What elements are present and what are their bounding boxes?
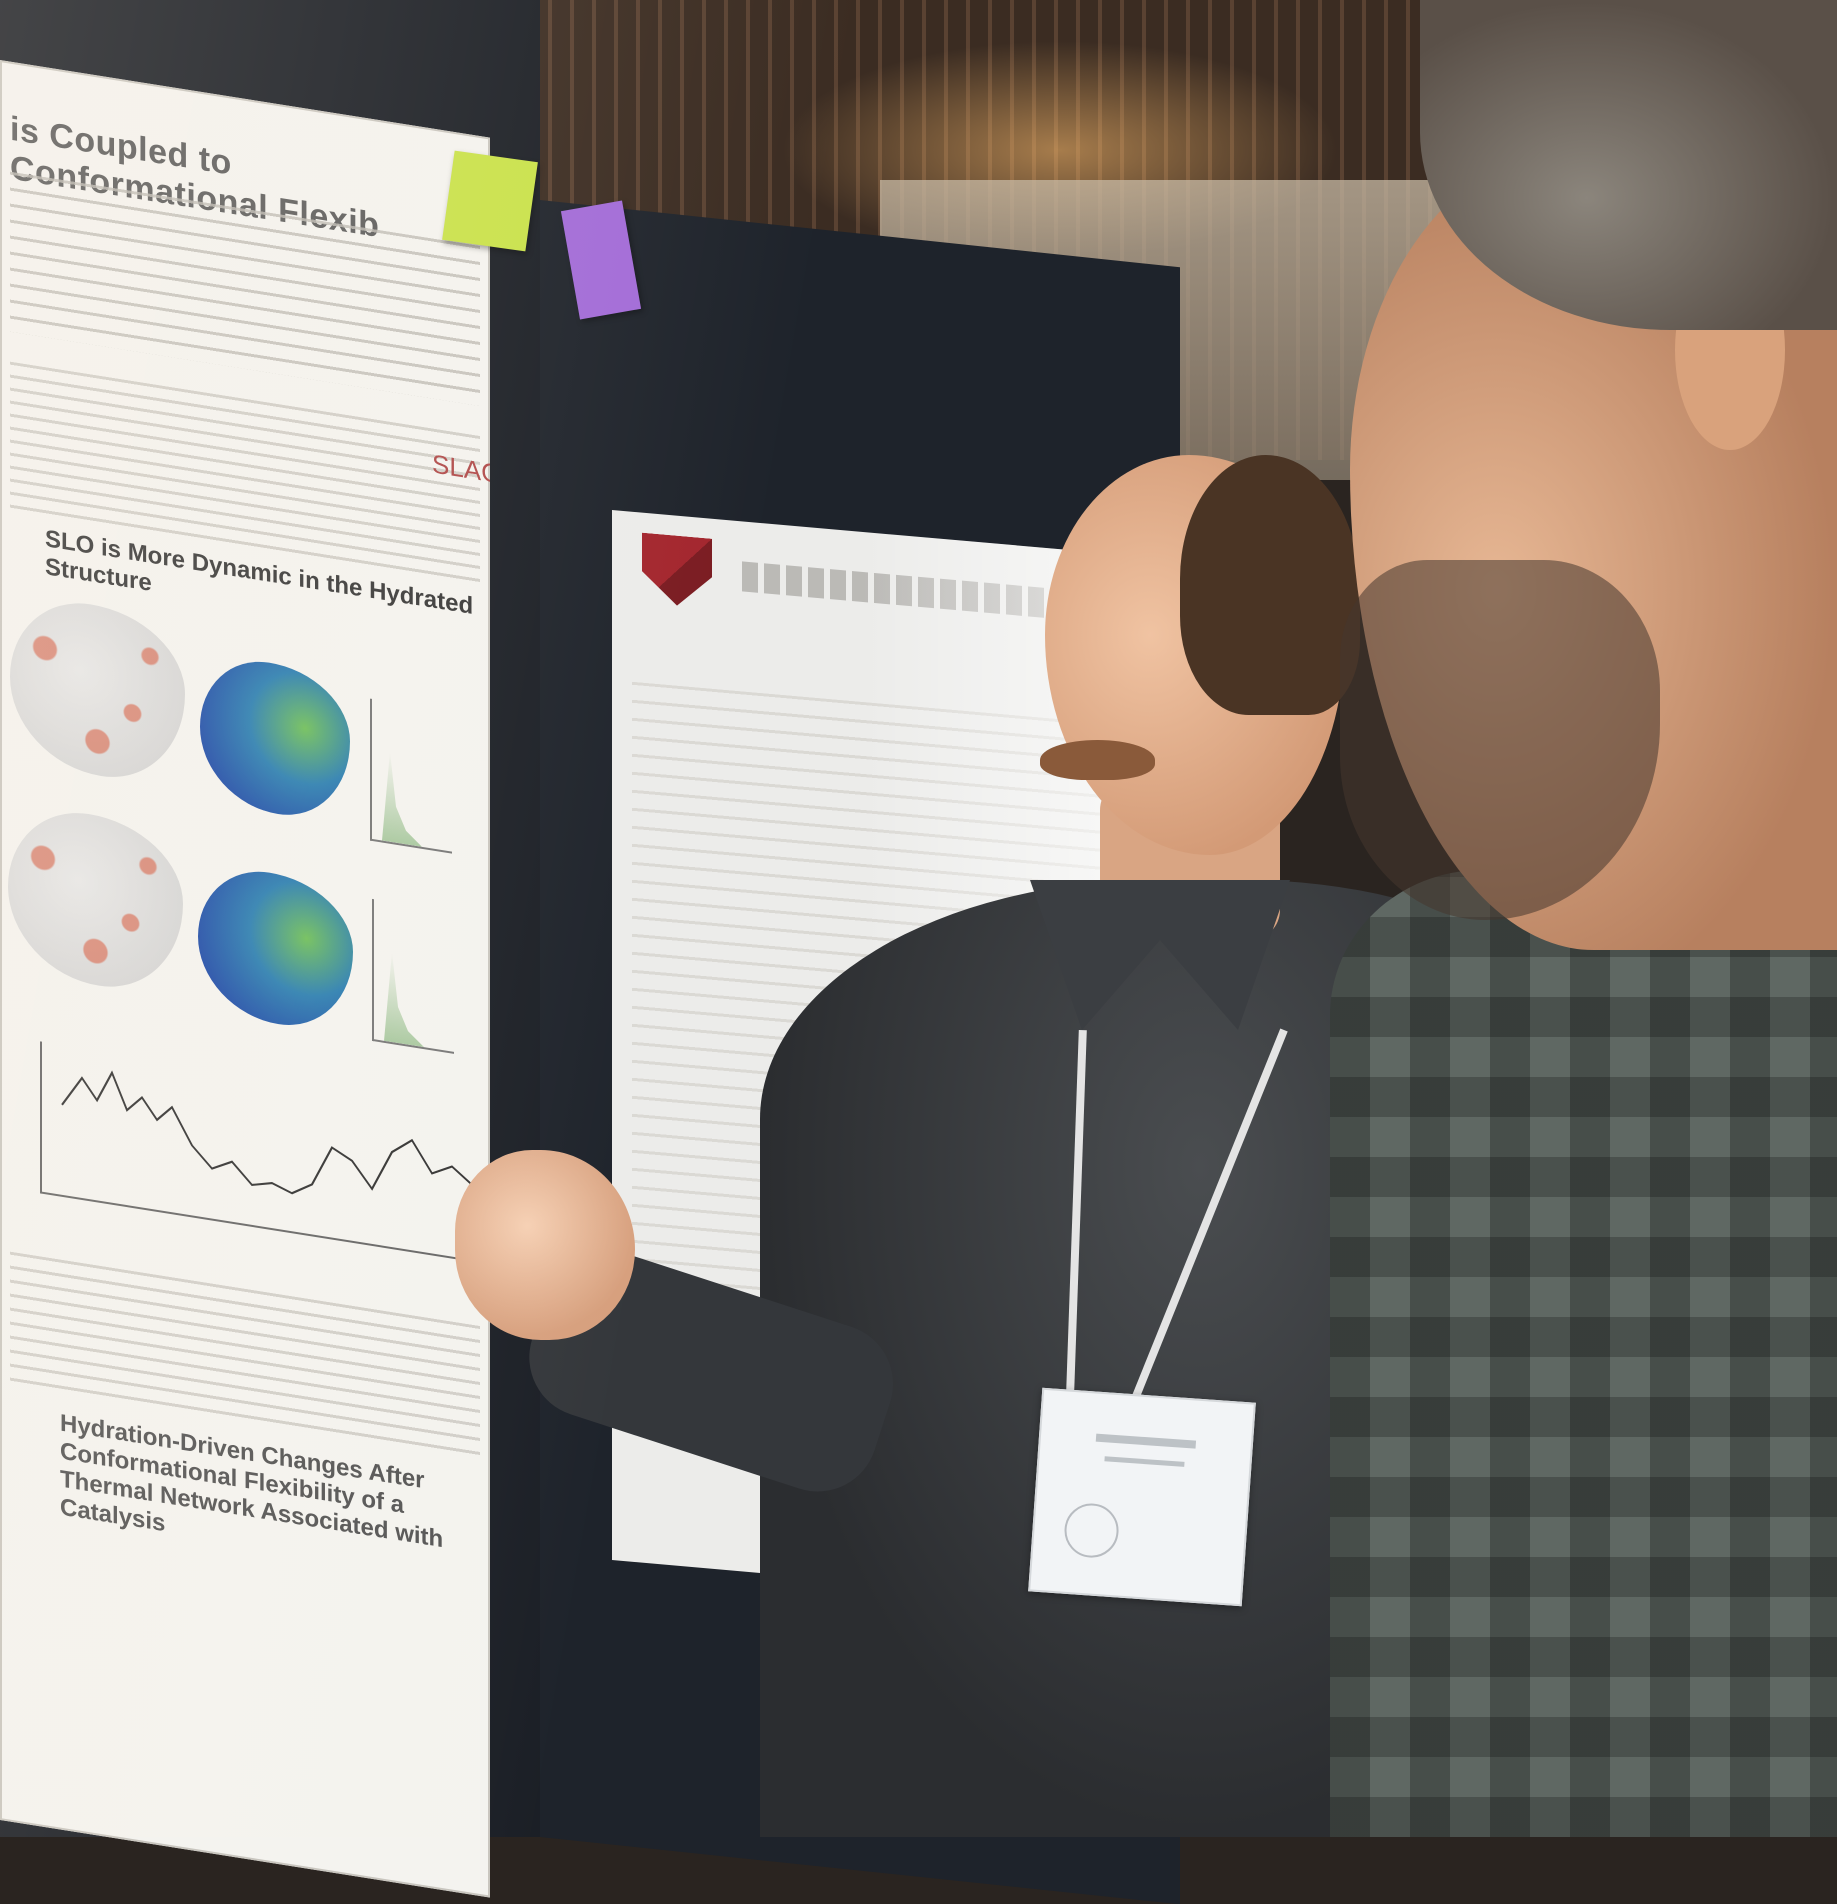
b-factor-trace-plot bbox=[40, 1041, 482, 1264]
university-shield-logo bbox=[642, 533, 712, 609]
histogram-plot-1 bbox=[370, 698, 452, 854]
presenter-hair bbox=[1180, 455, 1360, 715]
photo-scene: is Coupled to Conformational Flexib SLAC… bbox=[0, 0, 1837, 1837]
presenter-hand bbox=[455, 1150, 635, 1340]
presenter-mustache bbox=[1040, 740, 1155, 780]
name-badge bbox=[1028, 1387, 1256, 1607]
viewer-plaid-shirt bbox=[1330, 870, 1837, 1837]
badge-emblem bbox=[1062, 1501, 1121, 1560]
protein-surface-blue-2 bbox=[198, 861, 353, 1036]
protein-surface-gray-1 bbox=[10, 591, 185, 790]
viewer-beard bbox=[1340, 560, 1660, 920]
scientific-poster-left: is Coupled to Conformational Flexib SLAC… bbox=[0, 60, 490, 1898]
protein-surface-blue-1 bbox=[200, 651, 350, 826]
protein-surface-gray-2 bbox=[8, 801, 183, 999]
b-factor-trace bbox=[61, 1070, 473, 1195]
badge-name-line bbox=[1095, 1433, 1197, 1449]
sticky-note-yellow bbox=[442, 150, 538, 252]
histogram-plot-2 bbox=[372, 898, 454, 1054]
badge-affiliation-line bbox=[1104, 1456, 1185, 1467]
